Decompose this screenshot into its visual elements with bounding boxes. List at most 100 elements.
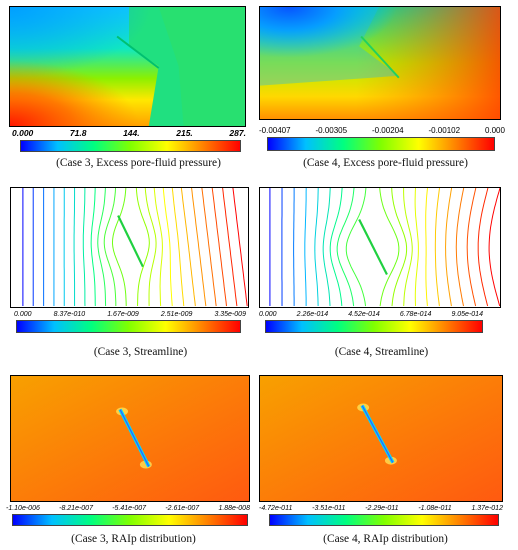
streamline	[82, 188, 86, 307]
streamline	[391, 188, 408, 307]
streamline	[403, 188, 413, 307]
streamline	[211, 188, 227, 307]
streamline	[135, 188, 150, 307]
streamline	[336, 188, 355, 307]
raip-field-case3	[11, 376, 249, 501]
raip-plot-case3	[10, 375, 250, 502]
tick-label: 2.51e-009	[160, 311, 193, 318]
caption-case4-raip: (Case 4, RAIp distribution)	[323, 533, 448, 545]
streamline	[434, 188, 440, 307]
tick-label: 144.	[123, 128, 140, 138]
streamline	[153, 188, 163, 307]
streamline	[162, 188, 173, 307]
streamline	[477, 188, 489, 307]
tick-label: -0.00305	[315, 126, 348, 135]
tick-label: -3.51e-011	[312, 505, 346, 512]
contour-plot-case3-pressure	[9, 6, 246, 127]
tick-label: 0.000	[484, 126, 505, 135]
tick-label: -8.21e-007	[59, 505, 93, 512]
streamline	[488, 188, 500, 307]
caption-case3-streamline: (Case 3, Streamline)	[93, 346, 188, 358]
streamline	[201, 188, 217, 307]
colorbar-ticks-case4-pressure: -0.00407 -0.00305 -0.00204 -0.00102 0.00…	[259, 126, 505, 135]
tick-label: -0.00407	[259, 126, 291, 135]
streamline	[97, 188, 107, 307]
streamline	[455, 188, 465, 307]
colorbar-case4-raip	[269, 514, 499, 526]
tick-label: 4.52e-014	[348, 311, 380, 318]
colorbar-ticks-case3-streamline: 0.000 8.37e-010 1.67e-009 2.51e-009 3.35…	[14, 311, 246, 318]
streamline	[314, 188, 319, 307]
streamline	[171, 188, 185, 307]
streamline	[345, 188, 367, 307]
colorbar-ticks-case3-raip: -1.10e-006 -8.21e-007 -5.41e-007 -2.61e-…	[6, 505, 250, 512]
panel-case4-raip: -4.72e-011 -3.51e-011 -2.29e-011 -1.08e-…	[259, 366, 518, 549]
streamline	[191, 188, 207, 307]
streamlines-case4	[269, 188, 500, 307]
tick-label: 2.26e-014	[296, 311, 329, 318]
colorbar-case3-pressure	[20, 140, 241, 152]
streamline	[322, 188, 331, 307]
streamline	[222, 188, 238, 307]
tick-label: 1.88e-008	[218, 505, 250, 512]
tick-label: 3.35e-009	[214, 311, 246, 318]
tick-label: 9.05e-014	[451, 311, 483, 318]
streamline	[180, 188, 196, 307]
streamline	[414, 188, 419, 307]
pressure-field-case4	[260, 7, 500, 119]
streamlines-case3	[22, 188, 248, 307]
colorbar-ticks-case3-pressure: 0.000 71.8 144. 215. 287.	[12, 128, 246, 138]
tick-label: -1.10e-006	[6, 505, 40, 512]
raip-plot-case4	[259, 375, 503, 502]
panel-case4-streamline: 0.000 2.26e-014 4.52e-014 6.78e-014 9.05…	[259, 183, 518, 366]
colorbar-ticks-case4-raip: -4.72e-011 -3.51e-011 -2.29e-011 -1.08e-…	[259, 505, 503, 512]
panel-case3-streamline: 0.000 8.37e-010 1.67e-009 2.51e-009 3.35…	[0, 183, 259, 366]
tick-label: 8.37e-010	[53, 311, 86, 318]
tick-label: 71.8	[69, 128, 87, 138]
caption-case4-pressure: (Case 4, Excess pore-fluid pressure)	[303, 157, 468, 169]
streamline-plot-case4	[259, 187, 501, 308]
raip-field-case4	[260, 376, 502, 501]
tick-label: 6.78e-014	[399, 311, 432, 318]
streamline	[144, 188, 157, 307]
panel-case4-pressure: -0.00407 -0.00305 -0.00204 -0.00102 0.00…	[259, 0, 518, 183]
streamline-plot-case3	[10, 187, 249, 308]
tick-label: 1.37e-012	[471, 505, 503, 512]
tick-label: 0.000	[12, 128, 34, 138]
streamline	[232, 188, 248, 307]
caption-case3-raip: (Case 3, RAIp distribution)	[71, 533, 196, 545]
streamline	[466, 188, 477, 307]
fault-line	[117, 215, 144, 268]
fault-line	[358, 218, 388, 276]
pressure-field-case3	[10, 7, 245, 126]
colorbar-case4-pressure	[267, 137, 495, 151]
tick-label: -0.00204	[371, 126, 404, 135]
streamline	[304, 188, 307, 307]
caption-case4-streamline: (Case 4, Streamline)	[334, 346, 429, 358]
streamline	[90, 188, 96, 307]
panel-case3-pressure: 0.000 71.8 144. 215. 287. (Case 3, Exces…	[0, 0, 259, 183]
panel-case3-raip: -1.10e-006 -8.21e-007 -5.41e-007 -2.61e-…	[0, 366, 259, 549]
tick-label: -5.41e-007	[112, 505, 147, 512]
caption-case3-pressure: (Case 3, Excess pore-fluid pressure)	[56, 157, 221, 169]
tick-label: -2.29e-011	[365, 505, 399, 512]
tick-label: 0.000	[14, 311, 32, 318]
contour-plot-case4-pressure	[259, 6, 501, 120]
colorbar-case4-streamline	[265, 320, 483, 333]
colorbar-case3-streamline	[16, 320, 241, 333]
tick-label: -1.08e-011	[418, 505, 452, 512]
streamline	[445, 188, 453, 307]
tick-label: 1.67e-009	[107, 311, 139, 318]
streamline	[425, 188, 428, 307]
tick-label: 0.000	[259, 311, 277, 318]
colorbar-ticks-case4-streamline: 0.000 2.26e-014 4.52e-014 6.78e-014 9.05…	[259, 311, 483, 318]
streamline	[329, 188, 343, 307]
tick-label: 287.	[229, 128, 246, 138]
streamline	[103, 188, 117, 307]
tick-label: -0.00102	[428, 126, 461, 135]
streamline	[379, 188, 400, 307]
tick-label: 215.	[176, 128, 193, 138]
tick-label: -4.72e-011	[259, 505, 293, 512]
streamline	[111, 188, 127, 307]
tick-label: -2.61e-007	[165, 505, 200, 512]
